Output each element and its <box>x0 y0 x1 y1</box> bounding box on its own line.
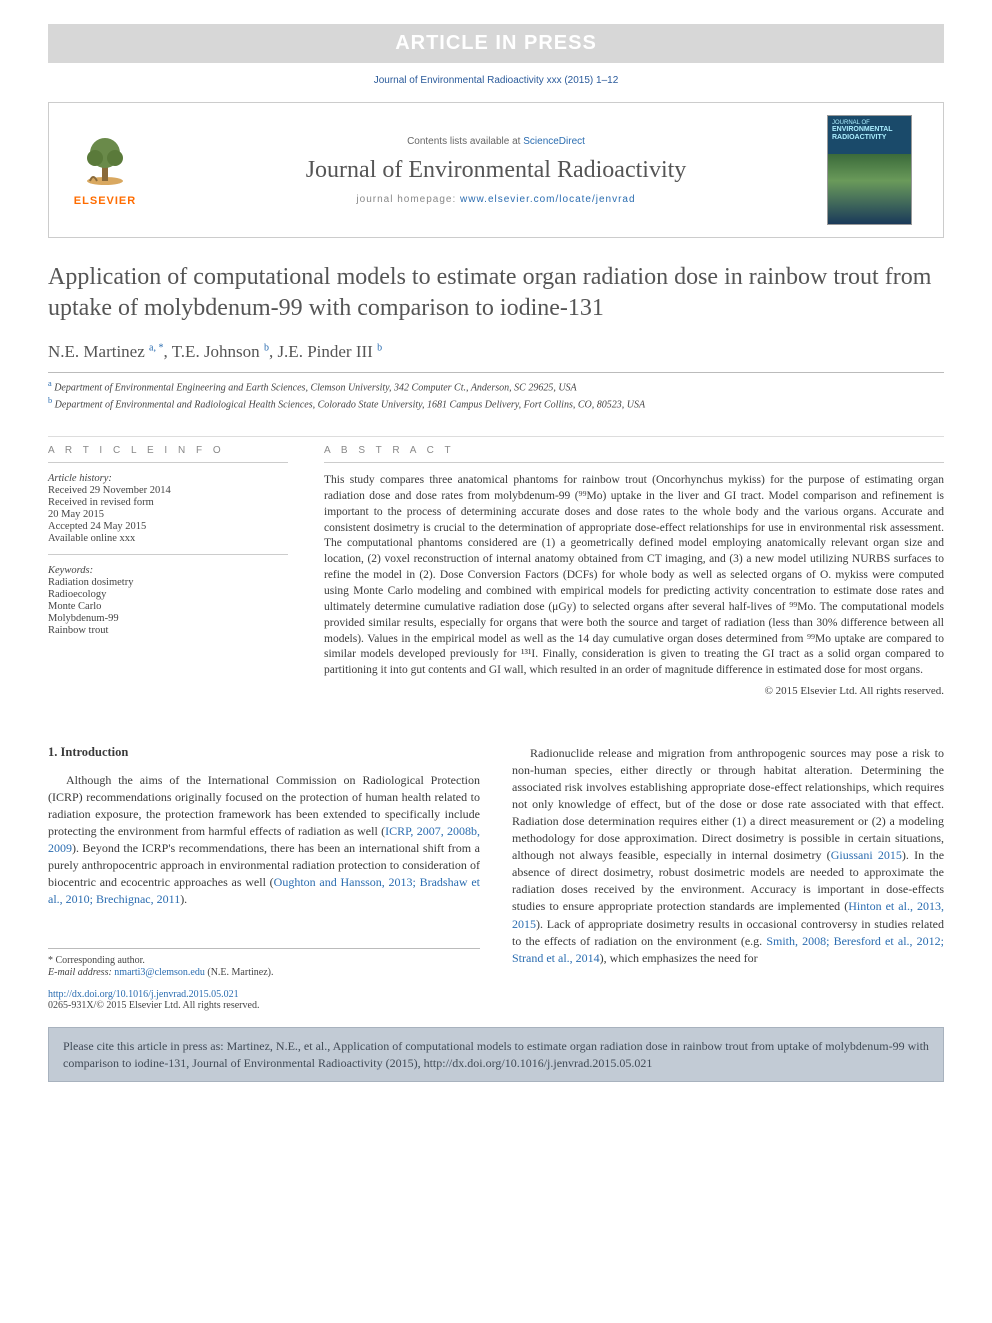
author-2: T.E. Johnson <box>172 342 260 361</box>
citation-box: Please cite this article in press as: Ma… <box>48 1027 944 1081</box>
journal-name: Journal of Environmental Radioactivity <box>181 157 811 184</box>
top-citation: Journal of Environmental Radioactivity x… <box>0 75 992 86</box>
authors-list: N.E. Martinez a, *, T.E. Johnson b, J.E.… <box>48 342 944 373</box>
author-email-link[interactable]: nmarti3@clemson.edu <box>114 967 205 978</box>
body-col-right: Radionuclide release and migration from … <box>512 745 944 979</box>
body-col-left: 1. Introduction Although the aims of the… <box>48 745 480 979</box>
affiliation-b: b Department of Environmental and Radiol… <box>48 396 944 410</box>
email-line: E-mail address: nmarti3@clemson.edu (N.E… <box>48 967 480 978</box>
journal-header: ELSEVIER Contents lists available at Sci… <box>48 102 944 238</box>
homepage-line: journal homepage: www.elsevier.com/locat… <box>181 194 811 205</box>
abstract-column: A B S T R A C T This study compares thre… <box>324 437 944 697</box>
corresponding-author: * Corresponding author. <box>48 955 480 966</box>
article-in-press-banner: ARTICLE IN PRESS <box>48 24 944 63</box>
contents-line: Contents lists available at ScienceDirec… <box>181 136 811 147</box>
abstract-text: This study compares three anatomical pha… <box>324 473 944 679</box>
homepage-url[interactable]: www.elsevier.com/locate/jenvrad <box>460 194 636 205</box>
section-1-head: 1. Introduction <box>48 745 480 760</box>
author-3: J.E. Pinder III <box>277 342 372 361</box>
abstract-head: A B S T R A C T <box>324 437 944 463</box>
article-title: Application of computational models to e… <box>48 262 944 324</box>
abstract-copyright: © 2015 Elsevier Ltd. All rights reserved… <box>324 685 944 697</box>
header-center: Contents lists available at ScienceDirec… <box>181 136 811 205</box>
doi-link[interactable]: http://dx.doi.org/10.1016/j.jenvrad.2015… <box>48 989 239 1000</box>
publisher-logo: ELSEVIER <box>65 125 145 215</box>
article-info-column: A R T I C L E I N F O Article history: R… <box>48 437 288 697</box>
journal-cover-thumbnail: JOURNAL OF ENVIRONMENTAL RADIOACTIVITY <box>827 115 912 225</box>
publisher-name: ELSEVIER <box>74 195 136 207</box>
author-1: N.E. Martinez <box>48 342 145 361</box>
intro-para-1: Although the aims of the International C… <box>48 772 480 908</box>
elsevier-tree-icon <box>75 133 135 193</box>
article-info-block: Article history: Received 29 November 20… <box>48 473 288 636</box>
intro-para-2: Radionuclide release and migration from … <box>512 745 944 966</box>
issn-copyright: 0265-931X/© 2015 Elsevier Ltd. All right… <box>48 1000 259 1011</box>
meta-abstract-row: A R T I C L E I N F O Article history: R… <box>48 436 944 697</box>
article-body: Application of computational models to e… <box>48 262 944 979</box>
sciencedirect-link[interactable]: ScienceDirect <box>523 136 585 147</box>
body-columns: 1. Introduction Although the aims of the… <box>48 745 944 979</box>
footnotes: * Corresponding author. E-mail address: … <box>48 948 480 978</box>
doi-block: http://dx.doi.org/10.1016/j.jenvrad.2015… <box>48 989 944 1011</box>
article-info-head: A R T I C L E I N F O <box>48 437 288 463</box>
affiliation-a: a Department of Environmental Engineerin… <box>48 379 944 393</box>
